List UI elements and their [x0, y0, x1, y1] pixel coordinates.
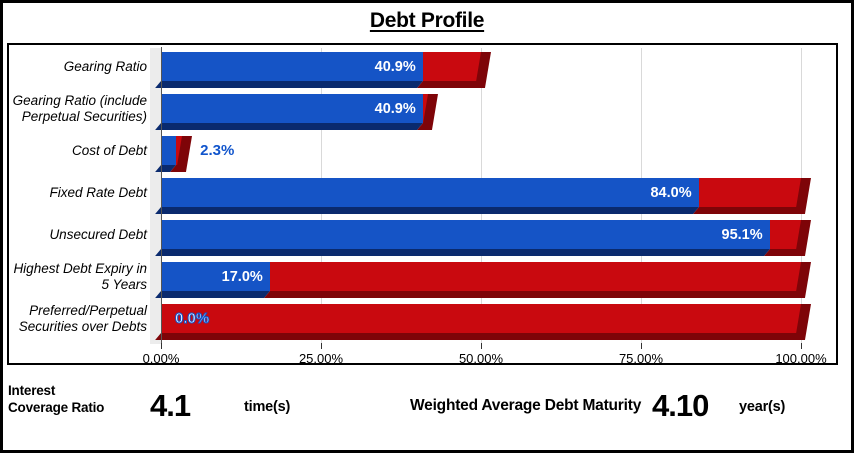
bar-segment-blue	[161, 136, 176, 165]
category-label-line: Cost of Debt	[71, 142, 147, 158]
bar-segment-red	[269, 262, 801, 291]
bar-3d-bottom	[155, 81, 481, 88]
category-label: Cost of Debt	[9, 136, 156, 165]
bar-face: 84.0%	[161, 178, 801, 207]
bar-segment-red	[698, 178, 801, 207]
category-label-line: Gearing Ratio (include	[12, 92, 147, 108]
bar-face: 40.9%	[161, 52, 481, 81]
bar-row: 17.0%	[155, 262, 813, 298]
axis-tick-label: 50.00%	[458, 351, 504, 366]
bar-row: 2.3%	[155, 136, 234, 172]
bar-face	[161, 304, 801, 333]
bar-segment-blue: 40.9%	[161, 94, 423, 123]
weighted-avg-debt-maturity-label: Weighted Average Debt Maturity	[410, 397, 642, 414]
bar-face: 40.9%	[161, 94, 428, 123]
bar-segment-blue: 95.1%	[161, 220, 770, 249]
interest-coverage-ratio-label: Interest Coverage Ratio	[8, 382, 104, 416]
axis-tick	[481, 343, 482, 349]
weighted-avg-debt-maturity-value: 4.10	[652, 388, 709, 423]
weighted-avg-debt-maturity-unit: year(s)	[739, 399, 786, 415]
bar-3d-bottom-blue	[155, 123, 423, 130]
category-label-line: Preferred/Perpetual	[29, 302, 147, 318]
category-label: Fixed Rate Debt	[9, 178, 156, 207]
bar-face: 95.1%	[161, 220, 801, 249]
bar-value-label: 40.9%	[374, 100, 416, 117]
category-label-line: 5 Years	[101, 276, 147, 292]
chart-3d-wall	[150, 48, 161, 344]
bar-3d-bottom-blue	[155, 249, 770, 256]
interest-coverage-ratio-value: 4.1	[150, 388, 191, 423]
footer-label-line: Coverage Ratio	[8, 400, 105, 415]
bar-value-label: 95.1%	[721, 226, 763, 243]
axis-tick	[321, 343, 322, 349]
bar-segment-blue: 17.0%	[161, 262, 270, 291]
category-label: Preferred/Perpetual Securities over Debts	[9, 302, 156, 334]
bar-row: 0.0%	[155, 304, 813, 340]
footer-label-line: Interest	[8, 383, 56, 398]
bar-value-label: 2.3%	[200, 142, 235, 159]
bar-3d-bottom	[155, 123, 428, 130]
bar-3d-bottom-blue	[155, 291, 270, 298]
category-label: Gearing Ratio	[9, 52, 156, 81]
bar-row: 40.9%	[155, 94, 440, 130]
bar-3d-bottom	[155, 333, 802, 340]
bar-value-label: 40.9%	[374, 58, 416, 75]
chart-title: Debt Profile	[369, 9, 485, 32]
bar-3d-bottom-red	[416, 81, 481, 88]
interest-coverage-ratio-unit: time(s)	[244, 399, 291, 415]
category-label-line: Highest Debt Expiry in	[13, 260, 147, 276]
axis-tick-label: 25.00%	[298, 351, 344, 366]
category-label-line: Fixed Rate Debt	[49, 184, 147, 200]
bar-segment-red	[161, 304, 801, 333]
bar-value-label: 0.0%	[174, 310, 210, 328]
bar-segment-red	[769, 220, 801, 249]
bar-value-label: 17.0%	[221, 268, 263, 285]
axis-tick-label: 100.00%	[775, 351, 827, 366]
axis-tick	[641, 343, 642, 349]
category-axis-line	[161, 47, 162, 349]
axis-tick-label: 75.00%	[618, 351, 664, 366]
axis-tick	[161, 343, 162, 349]
bar-3d-bottom-red	[263, 291, 801, 298]
bar-row: 84.0%	[155, 178, 813, 214]
bar-row: 95.1%	[155, 220, 813, 256]
bar-row: 40.9%	[155, 52, 493, 88]
category-label-line: Gearing Ratio	[63, 58, 147, 74]
bar-segment-blue: 40.9%	[161, 52, 423, 81]
bar-face: 17.0%	[161, 262, 801, 291]
axis-tick	[801, 343, 802, 349]
bar-3d-bottom	[155, 207, 801, 214]
category-label-line: Perpetual Securities)	[21, 108, 147, 124]
metrics-footer: Interest Coverage Ratio 4.1 time(s) Weigh…	[3, 365, 851, 450]
category-label: Unsecured Debt	[9, 220, 156, 249]
category-label-line: Unsecured Debt	[49, 226, 147, 242]
chart-area: 40.9% 40.9% 2.3% 84.0% 95.1% 17.0% 0.0% 0.00% 2…	[7, 43, 838, 366]
bar-3d-bottom	[155, 291, 801, 298]
bar-segment-red	[422, 52, 481, 81]
bar-3d-bottom-blue	[155, 81, 423, 88]
bar-3d-bottom-blue	[155, 207, 699, 214]
axis-tick-label: 0.00%	[142, 351, 180, 366]
bar-3d-bottom-red	[692, 207, 801, 214]
bar-3d-bottom	[155, 249, 801, 256]
category-label-line: Securities over Debts	[18, 318, 147, 334]
category-label: Gearing Ratio (include Perpetual Securiti…	[9, 92, 156, 124]
category-label: Highest Debt Expiry in 5 Years	[9, 260, 156, 292]
bar-value-label: 84.0%	[650, 184, 692, 201]
bar-segment-blue: 84.0%	[161, 178, 699, 207]
bar-3d-bottom-red	[155, 333, 802, 340]
